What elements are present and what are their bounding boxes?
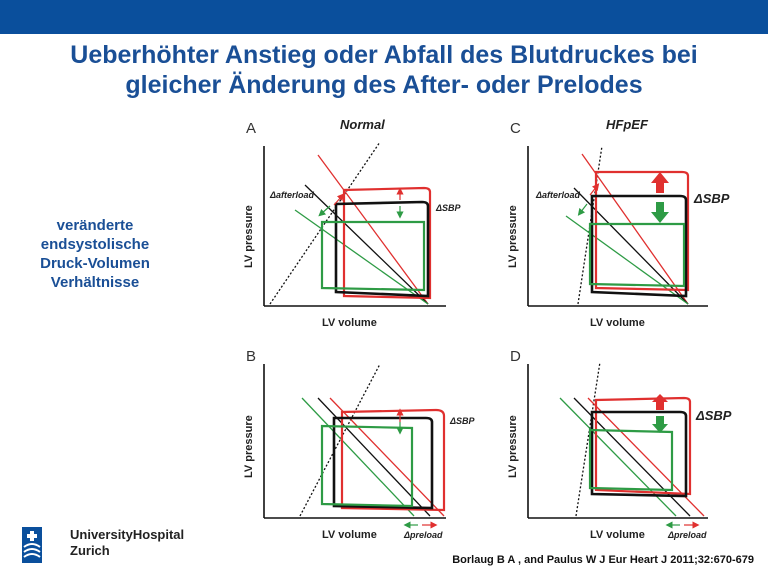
panel-letter: B <box>246 348 256 365</box>
panel-title: Normal <box>340 117 385 132</box>
title-line-2: gleicher Änderung des After- oder Prelod… <box>125 71 643 99</box>
pv-loop-black <box>590 194 688 298</box>
panel-d: D LV pressure LV volume ΔSBP Δpreload <box>507 348 732 541</box>
panel-c: C HFpEF LV pressure LV volume Δafterload… <box>507 117 730 329</box>
afterload-arrow-red <box>589 183 600 196</box>
panel-a: A Normal LV pressure LV volume Δafterloa… <box>243 117 462 329</box>
change-label: Δafterload <box>269 190 315 200</box>
pv-loop-green <box>588 222 686 288</box>
ea-line-red <box>581 153 689 305</box>
espvr-line <box>575 361 601 517</box>
result-label: ΔSBP <box>695 408 732 423</box>
ea-line-green <box>301 397 415 517</box>
change-label: Δpreload <box>403 530 443 540</box>
result-label: ΔSBP <box>449 416 476 426</box>
x-axis-label: LV volume <box>322 529 377 541</box>
change-label: Δpreload <box>667 530 707 540</box>
pv-loop-red <box>594 396 692 496</box>
delta-arrow-down <box>652 416 668 433</box>
x-axis-label: LV volume <box>590 529 645 541</box>
side-note-line: Verhältnisse <box>50 274 140 291</box>
ea-line-red <box>329 397 445 517</box>
page-title: Ueberhöhter Anstieg oder Abfall des Blut… <box>0 40 768 100</box>
university-hospital-logo: UniversityHospital Zurich <box>22 527 184 565</box>
pv-loop-green <box>320 424 414 508</box>
y-axis-label: LV pressure <box>243 205 255 268</box>
side-note: veränderte endsystolische Druck-Volumen … <box>22 216 168 292</box>
y-axis-label: LV pressure <box>507 415 519 478</box>
delta-arrow-up <box>652 394 668 410</box>
pv-loop-black <box>332 416 434 510</box>
logo-text: UniversityHospital Zurich <box>70 527 184 559</box>
panel-b: B LV pressure LV volume ΔSBP Δpreload <box>243 348 476 541</box>
result-label: ΔSBP <box>693 191 730 206</box>
y-axis-label: LV pressure <box>243 415 255 478</box>
title-line-1: Ueberhöhter Anstieg oder Abfall des Blut… <box>70 41 698 69</box>
pv-loop-black <box>590 410 688 498</box>
side-note-line: Druck-Volumen <box>40 255 150 272</box>
afterload-arrow-red <box>333 193 345 206</box>
change-label: Δafterload <box>535 190 581 200</box>
side-note-line: veränderte <box>56 217 134 234</box>
ea-line-black <box>304 184 429 305</box>
ea-line-red <box>317 154 429 305</box>
afterload-arrow-green <box>318 205 331 217</box>
panel-letter: C <box>510 120 521 137</box>
pv-loop-red <box>342 186 432 300</box>
side-note-line: endsystolische <box>40 236 150 253</box>
panel-letter: A <box>246 120 256 137</box>
y-axis-label: LV pressure <box>507 205 519 268</box>
pv-loop-red <box>340 408 446 512</box>
citation: Borlaug B A , and Paulus W J Eur Heart J… <box>452 554 754 566</box>
ea-line-green <box>294 209 429 305</box>
pv-loop-green <box>588 428 674 492</box>
result-label: ΔSBP <box>435 203 462 213</box>
delta-arrow-up <box>651 172 669 193</box>
afterload-arrow-green <box>577 203 588 216</box>
x-axis-label: LV volume <box>322 317 377 329</box>
ea-line-green <box>559 397 677 517</box>
panel-letter: D <box>510 348 521 365</box>
pv-loop-black <box>334 200 430 298</box>
university-hospital-logo-icon <box>22 527 42 563</box>
top-bar <box>0 0 768 34</box>
pv-loop-red <box>594 170 690 292</box>
panel-title: HFpEF <box>606 117 649 132</box>
logo-line-2: Zurich <box>70 543 110 558</box>
logo-line-1: UniversityHospital <box>70 527 185 542</box>
espvr-line <box>299 363 381 517</box>
delta-arrow-down <box>651 202 669 223</box>
x-axis-label: LV volume <box>590 317 645 329</box>
pv-loop-green <box>320 220 426 292</box>
